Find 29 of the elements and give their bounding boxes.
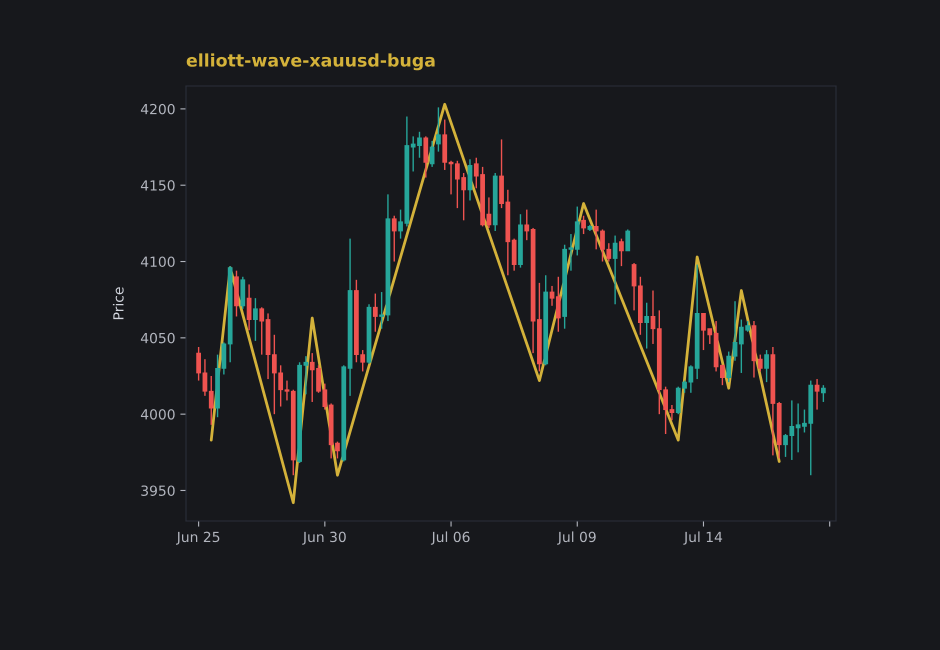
y-tick-label: 4150 — [140, 180, 175, 191]
candlestick — [821, 384, 826, 403]
candlestick — [814, 378, 820, 410]
y-tick-label: 4000 — [140, 409, 175, 420]
y-tick-label: 4050 — [140, 332, 175, 344]
candlestick — [372, 292, 378, 332]
candlestick — [253, 297, 258, 342]
candlestick — [764, 349, 769, 383]
candlestick — [461, 172, 466, 222]
candlestick — [612, 234, 618, 305]
chart-title: elliott-wave-xauusd-buga — [186, 53, 435, 70]
candlestick — [644, 302, 650, 350]
candlestick — [246, 284, 252, 331]
x-tick-label: Jun 30 — [302, 532, 346, 545]
y-axis-title: Price — [112, 287, 124, 320]
candlestick — [430, 140, 434, 168]
x-tick-label: Jul 14 — [683, 531, 722, 545]
y-tick-label: 4200 — [140, 104, 175, 114]
y-tick-label: 3950 — [141, 485, 175, 496]
candlestick — [625, 228, 630, 252]
candlestick — [436, 106, 441, 152]
candlestick — [745, 320, 750, 332]
x-tick-label: Jul 06 — [430, 531, 470, 545]
candlestick — [619, 238, 624, 267]
candlestick — [392, 215, 397, 262]
y-tick-label: 4100 — [140, 256, 175, 267]
x-tick-label: Jun 25 — [176, 532, 220, 545]
candlestick — [581, 215, 586, 235]
x-tick-label: Jul 09 — [557, 531, 596, 545]
